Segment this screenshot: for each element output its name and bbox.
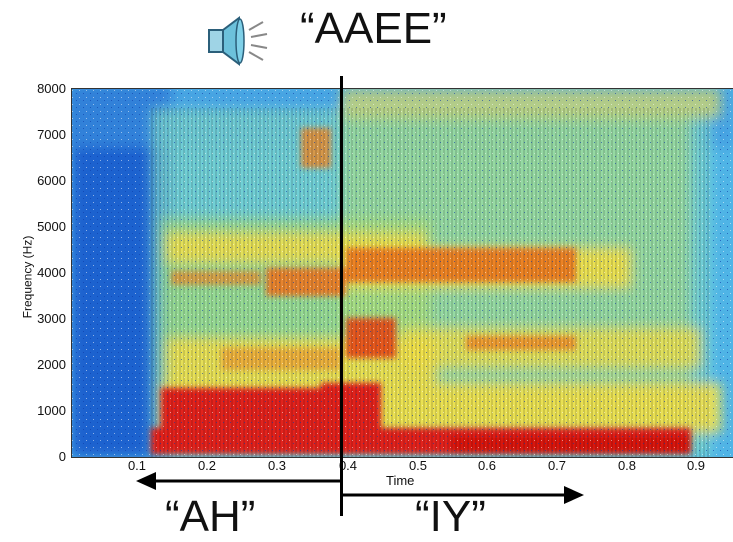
y-tick-label: 2000 <box>22 357 66 372</box>
y-tick-label: 3000 <box>22 311 66 326</box>
spectrogram-image <box>71 88 733 458</box>
y-tick-label: 7000 <box>22 127 66 142</box>
speaker-icon[interactable] <box>205 12 271 72</box>
segment-label-iy: “IY” <box>415 492 486 542</box>
segment-label-ah: “AH” <box>165 492 255 542</box>
segment-boundary-line <box>340 76 343 516</box>
y-tick-label: 8000 <box>22 81 66 96</box>
y-tick-label: 4000 <box>22 265 66 280</box>
segment-arrows <box>0 465 733 505</box>
y-tick-label: 0 <box>22 449 66 464</box>
left-arrow <box>136 472 340 490</box>
y-tick-label: 1000 <box>22 403 66 418</box>
y-tick-label: 6000 <box>22 173 66 188</box>
sound-title: “AAEE” <box>300 4 447 54</box>
y-tick-label: 5000 <box>22 219 66 234</box>
